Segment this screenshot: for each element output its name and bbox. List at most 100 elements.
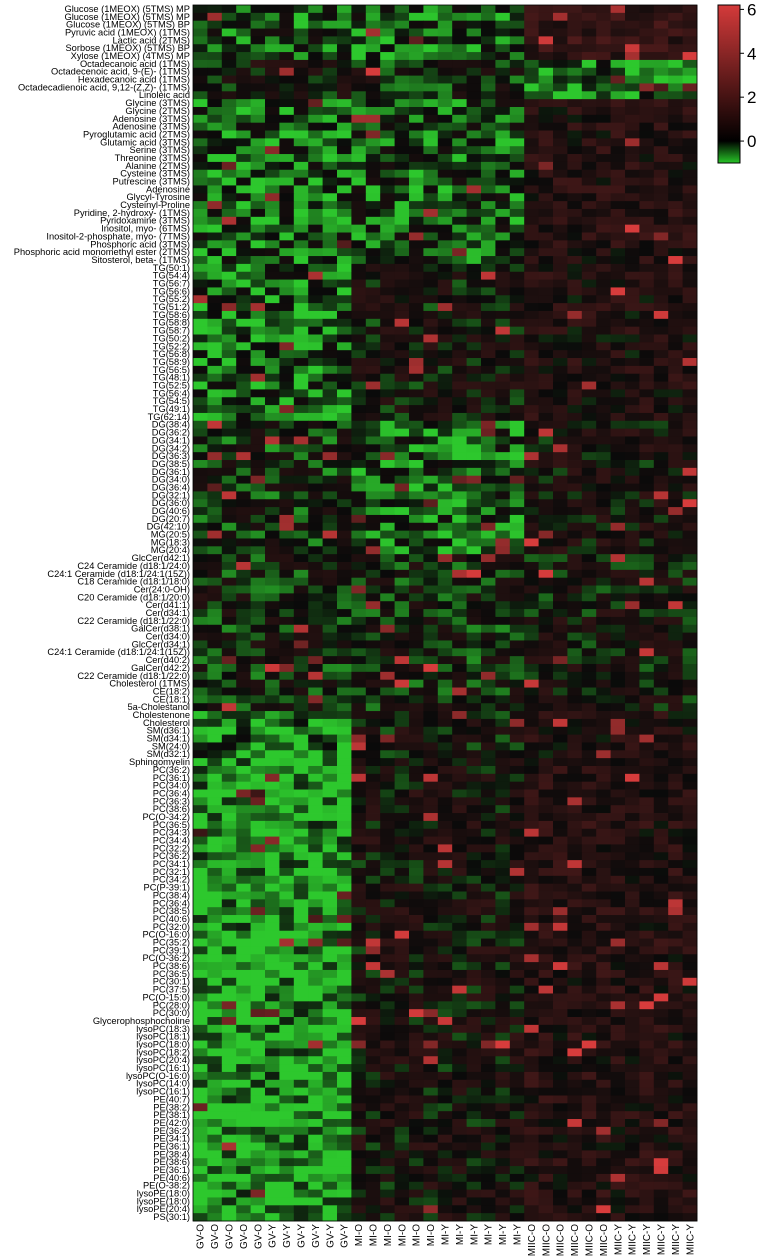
heatmap-cell [653,263,669,273]
heatmap-cell [553,554,568,563]
heatmap-cell [610,663,626,673]
heatmap-cell [495,232,511,241]
heatmap-cell [409,75,424,84]
heatmap-cell [625,765,640,775]
heatmap-cell [524,601,539,610]
heatmap-cell [625,326,640,335]
heatmap-cell [279,169,295,178]
heatmap-cell [509,154,525,163]
heatmap-cell [437,467,453,477]
heatmap-cell [553,193,568,202]
heatmap-cell [481,695,496,704]
heatmap-cell [394,907,410,916]
heatmap-cell [538,5,554,14]
heatmap-cell [524,177,539,186]
heatmap-cell [567,59,583,69]
heatmap-cell [567,467,583,477]
heatmap-cell [423,91,439,100]
heatmap-cell [221,201,237,210]
heatmap-cell [337,185,352,194]
heatmap-cell [466,805,482,814]
heatmap-cell [509,711,525,720]
heatmap-cell [308,358,323,367]
heatmap-cell [538,491,554,500]
heatmap-cell [250,28,266,37]
heatmap-cell [437,452,453,461]
heatmap-cell [308,350,323,359]
heatmap-cell [193,781,208,790]
heatmap-cell [466,883,482,892]
heatmap-cell [250,993,266,1002]
heatmap-cell [653,310,669,320]
heatmap-cell [481,99,496,108]
heatmap-cell [581,875,597,885]
heatmap-cell [495,546,511,555]
heatmap-cell [495,616,511,626]
heatmap-cell [380,373,395,382]
heatmap-cell [293,1032,309,1041]
heatmap-cell [265,922,280,932]
heatmap-cell [337,491,352,500]
heatmap-cell [639,883,655,892]
heatmap-cell [337,985,352,994]
heatmap-cell [567,1017,583,1026]
heatmap-cell [221,460,237,469]
heatmap-cell [293,616,309,626]
heatmap-cell [610,1048,626,1057]
heatmap-cell [639,83,655,92]
heatmap-cell [567,969,583,979]
heatmap-cell [236,420,251,430]
heatmap-cell [639,962,655,971]
heatmap-cell [221,507,237,516]
heatmap-cell [351,83,367,92]
heatmap-cell [409,20,424,29]
heatmap-cell [524,891,539,900]
heatmap-cell [409,640,424,649]
heatmap-cell [423,99,439,108]
heatmap-cell [495,5,511,14]
heatmap-cell [365,1009,381,1018]
heatmap-cell [207,514,223,524]
heatmap-cell [596,154,611,163]
heatmap-cell [250,491,266,500]
heatmap-cell [394,389,410,398]
heatmap-cell [265,860,280,869]
heatmap-cell [682,671,698,681]
heatmap-cell [481,648,496,657]
heatmap-cell [221,585,237,594]
heatmap-cell [293,1087,309,1096]
heatmap-cell [481,358,496,367]
heatmap-cell [236,569,251,579]
heatmap-cell [250,671,266,681]
heatmap-cell [610,499,626,508]
heatmap-cell [293,860,309,869]
heatmap-cell [567,828,583,837]
heatmap-cell [409,569,424,579]
heatmap-cell [596,1064,611,1073]
heatmap-cell [221,389,237,398]
heatmap-cell [452,530,467,539]
heatmap-cell [351,844,367,853]
heatmap-cell [481,208,496,218]
heatmap-cell [495,593,511,602]
heatmap-cell [337,350,352,359]
heatmap-cell [423,530,439,539]
heatmap-cell [452,412,467,422]
heatmap-cell [625,358,640,367]
heatmap-cell [553,177,568,186]
heatmap-cell [250,106,266,116]
heatmap-cell [538,460,554,469]
heatmap-cell [409,436,424,445]
heatmap-cell [596,146,611,155]
heatmap-cell [193,514,208,524]
heatmap-cell [207,106,223,116]
heatmap-cell [221,813,237,822]
heatmap-cell [466,177,482,186]
heatmap-cell [495,969,511,979]
heatmap-cell [524,562,539,571]
heatmap-cell [581,381,597,390]
heatmap-cell [596,106,611,116]
heatmap-cell [423,12,439,22]
heatmap-cell [265,711,280,720]
heatmap-cell [495,860,511,869]
